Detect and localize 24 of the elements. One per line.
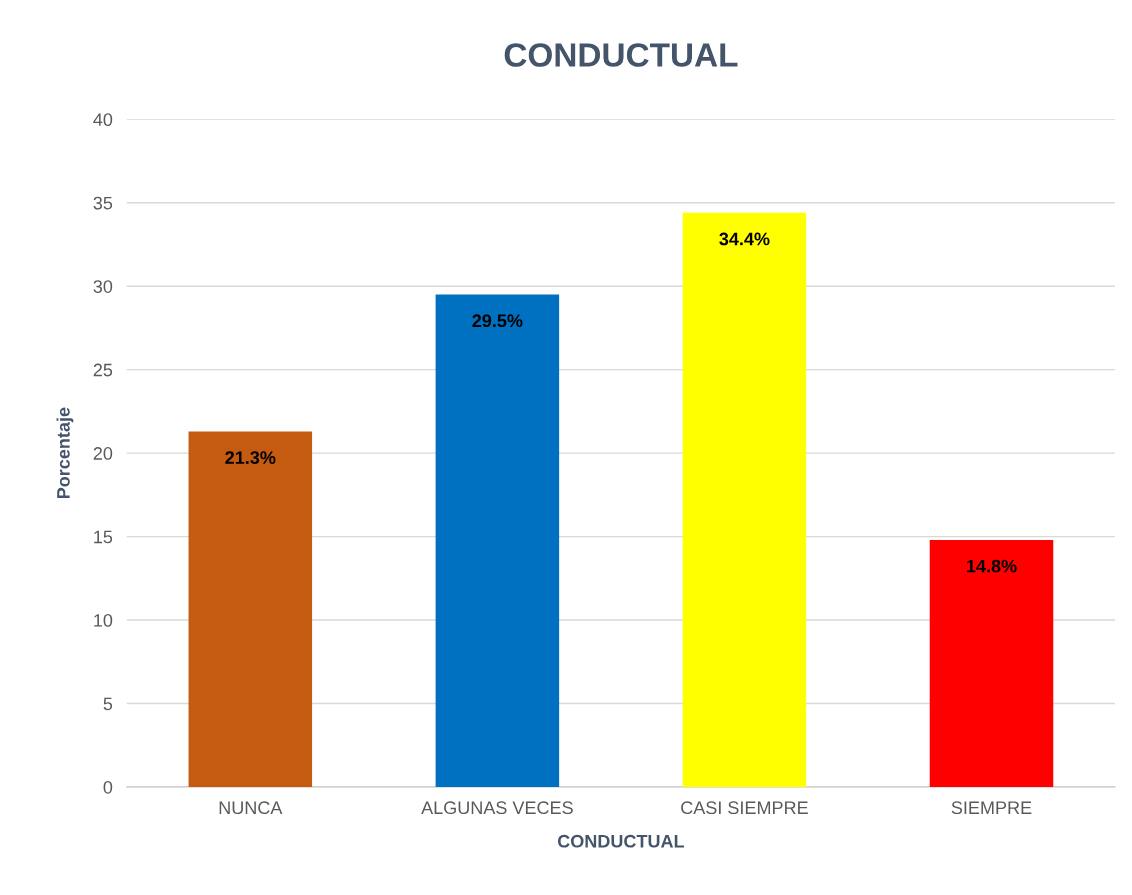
y-tick-label: 40 bbox=[93, 113, 113, 127]
bar bbox=[188, 431, 313, 787]
data-label: 21.3% bbox=[225, 451, 276, 465]
x-tick-label: ALGUNAS VECES bbox=[421, 801, 573, 815]
y-tick-label: 30 bbox=[93, 280, 113, 293]
data-label: 29.5% bbox=[472, 314, 523, 328]
bar bbox=[435, 294, 560, 787]
y-tick-label: 25 bbox=[93, 363, 113, 377]
chart-title: CONDUCTUAL bbox=[504, 43, 738, 67]
x-tick-label: SIEMPRE bbox=[951, 801, 1032, 815]
y-tick-label: 5 bbox=[103, 697, 113, 711]
data-label: 34.4% bbox=[719, 232, 770, 246]
y-tick-label: 10 bbox=[94, 613, 113, 627]
y-tick-label: 15 bbox=[94, 530, 113, 544]
y-tick-label: 20 bbox=[93, 447, 113, 460]
data-label: 14.8% bbox=[967, 559, 1017, 573]
y-axis-title: Porcentaje bbox=[56, 407, 74, 499]
x-axis-title: CONDUCTUAL bbox=[557, 834, 685, 848]
y-tick-label: 35 bbox=[93, 196, 113, 210]
x-tick-label: CASI SIEMPRE bbox=[681, 801, 808, 815]
bar bbox=[929, 539, 1054, 787]
x-tick-label: NUNCA bbox=[219, 801, 283, 815]
bar bbox=[682, 212, 807, 787]
y-tick-label: 0 bbox=[103, 780, 113, 794]
